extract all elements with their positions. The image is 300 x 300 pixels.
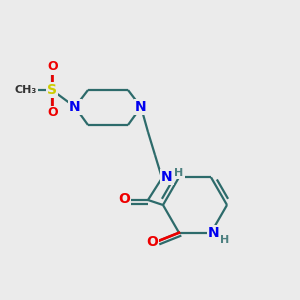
Text: CH₃: CH₃ [15,85,37,95]
Text: O: O [118,192,130,206]
Text: N: N [69,100,81,114]
Text: O: O [146,235,158,249]
Text: O: O [48,106,58,119]
Text: N: N [208,226,220,240]
Text: S: S [47,83,57,97]
Text: H: H [174,168,184,178]
Text: N: N [135,100,147,114]
Text: O: O [48,61,58,74]
Text: H: H [220,235,230,245]
Text: N: N [161,170,173,184]
